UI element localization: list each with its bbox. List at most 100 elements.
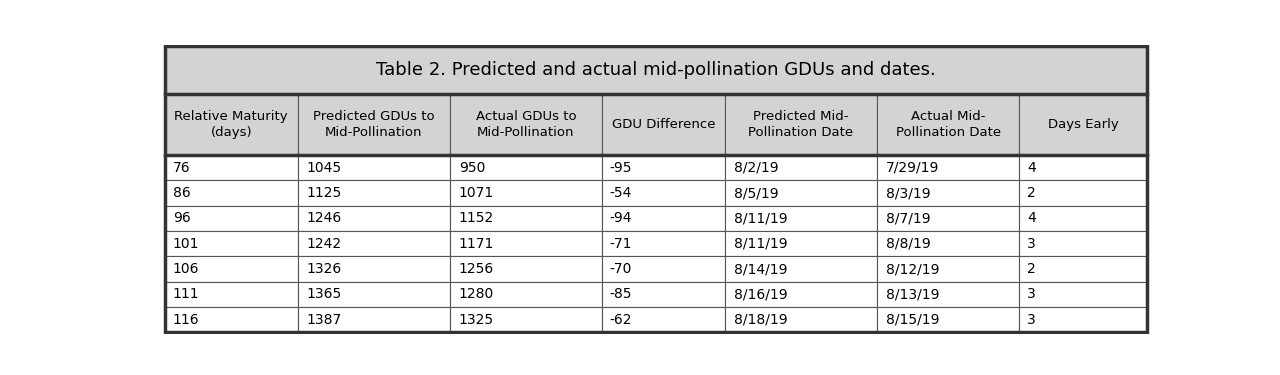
Bar: [602, 231, 724, 256]
Bar: [602, 180, 724, 206]
Text: Days Early: Days Early: [1048, 118, 1119, 131]
Bar: [602, 94, 724, 155]
Bar: [165, 231, 297, 256]
Text: Actual Mid-
Pollination Date: Actual Mid- Pollination Date: [896, 110, 1001, 139]
Bar: [877, 206, 1019, 231]
Bar: [1019, 282, 1147, 307]
Bar: [297, 256, 449, 282]
Text: 101: 101: [173, 237, 200, 251]
Text: 8/11/19: 8/11/19: [733, 211, 787, 225]
Bar: [877, 256, 1019, 282]
Bar: [724, 307, 877, 332]
Text: 1125: 1125: [307, 186, 342, 200]
Bar: [724, 155, 877, 180]
Text: 1071: 1071: [460, 186, 494, 200]
Text: GDU Difference: GDU Difference: [612, 118, 716, 131]
Text: 8/5/19: 8/5/19: [733, 186, 778, 200]
Text: 106: 106: [173, 262, 200, 276]
Text: 8/13/19: 8/13/19: [886, 287, 940, 302]
Text: 4: 4: [1027, 161, 1036, 175]
Text: 2: 2: [1027, 262, 1036, 276]
Text: -71: -71: [609, 237, 632, 251]
Text: 3: 3: [1027, 313, 1036, 327]
Bar: [449, 94, 602, 155]
Bar: [877, 94, 1019, 155]
Text: 8/11/19: 8/11/19: [733, 237, 787, 251]
Bar: [165, 94, 297, 155]
Bar: [724, 282, 877, 307]
Bar: [297, 94, 449, 155]
Text: 3: 3: [1027, 287, 1036, 302]
Text: 1152: 1152: [460, 211, 494, 225]
Bar: [602, 307, 724, 332]
Text: 1326: 1326: [307, 262, 342, 276]
Bar: [1019, 231, 1147, 256]
Text: 8/14/19: 8/14/19: [733, 262, 787, 276]
Bar: [297, 206, 449, 231]
Text: 1365: 1365: [307, 287, 342, 302]
Text: 950: 950: [460, 161, 485, 175]
Text: 76: 76: [173, 161, 191, 175]
Text: 3: 3: [1027, 237, 1036, 251]
Text: 86: 86: [173, 186, 191, 200]
Text: 8/7/19: 8/7/19: [886, 211, 931, 225]
Text: -54: -54: [609, 186, 632, 200]
Text: Predicted Mid-
Pollination Date: Predicted Mid- Pollination Date: [749, 110, 854, 139]
Text: 8/8/19: 8/8/19: [886, 237, 931, 251]
Bar: [1019, 180, 1147, 206]
Text: -70: -70: [609, 262, 632, 276]
Bar: [724, 94, 877, 155]
Text: 1242: 1242: [307, 237, 342, 251]
Bar: [165, 256, 297, 282]
Text: 8/12/19: 8/12/19: [886, 262, 940, 276]
Text: 1387: 1387: [307, 313, 342, 327]
Bar: [297, 231, 449, 256]
Bar: [165, 206, 297, 231]
Bar: [877, 282, 1019, 307]
Text: 8/3/19: 8/3/19: [886, 186, 931, 200]
Bar: [1019, 155, 1147, 180]
Bar: [877, 155, 1019, 180]
Bar: [877, 180, 1019, 206]
Text: Actual GDUs to
Mid-Pollination: Actual GDUs to Mid-Pollination: [476, 110, 576, 139]
Bar: [724, 180, 877, 206]
Text: -62: -62: [609, 313, 632, 327]
Text: -94: -94: [609, 211, 632, 225]
Text: -85: -85: [609, 287, 632, 302]
Text: Relative Maturity
(days): Relative Maturity (days): [174, 110, 288, 139]
Bar: [602, 206, 724, 231]
Text: 2: 2: [1027, 186, 1036, 200]
Bar: [165, 307, 297, 332]
Text: 1256: 1256: [460, 262, 494, 276]
Bar: [877, 307, 1019, 332]
Bar: [724, 231, 877, 256]
Bar: [165, 282, 297, 307]
Bar: [1019, 206, 1147, 231]
Bar: [724, 256, 877, 282]
Text: 7/29/19: 7/29/19: [886, 161, 940, 175]
Text: 4: 4: [1027, 211, 1036, 225]
Bar: [1019, 256, 1147, 282]
Text: 96: 96: [173, 211, 191, 225]
Text: -95: -95: [609, 161, 632, 175]
Bar: [297, 282, 449, 307]
Bar: [602, 155, 724, 180]
Text: 1246: 1246: [307, 211, 342, 225]
Bar: [602, 256, 724, 282]
Text: 8/16/19: 8/16/19: [733, 287, 787, 302]
Text: 1325: 1325: [460, 313, 494, 327]
Bar: [449, 282, 602, 307]
Bar: [449, 206, 602, 231]
Text: Table 2. Predicted and actual mid-pollination GDUs and dates.: Table 2. Predicted and actual mid-pollin…: [376, 61, 936, 79]
Text: 8/2/19: 8/2/19: [733, 161, 778, 175]
Bar: [297, 155, 449, 180]
Bar: [449, 231, 602, 256]
Bar: [297, 180, 449, 206]
Text: 1280: 1280: [460, 287, 494, 302]
Bar: [449, 256, 602, 282]
Bar: [1019, 307, 1147, 332]
Bar: [297, 307, 449, 332]
Bar: [602, 282, 724, 307]
Bar: [1019, 94, 1147, 155]
Bar: [449, 155, 602, 180]
